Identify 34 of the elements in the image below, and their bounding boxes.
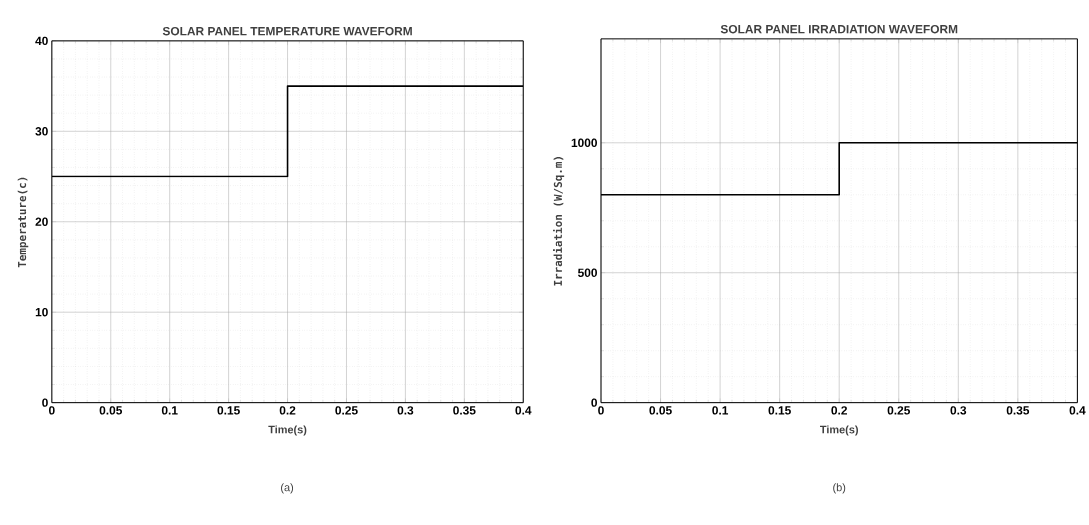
y-tick-label: 10 xyxy=(35,307,48,317)
x-tick-label: 0.3 xyxy=(950,406,967,415)
x-tick-label: 0.05 xyxy=(649,406,672,415)
text: (b) xyxy=(833,483,846,494)
chart-title: SOLAR PANEL TEMPERATURE WAVEFORM xyxy=(162,26,412,36)
y-tick-label: 30 xyxy=(35,126,48,136)
y-tick-label: 0 xyxy=(42,398,48,407)
x-tick-label: 0.3 xyxy=(397,406,414,415)
x-tick-label: 0.1 xyxy=(161,406,178,415)
x-tick-label: 0.15 xyxy=(217,406,240,415)
x-tick-label: 0.15 xyxy=(768,406,791,415)
x-axis-title: Time(s) xyxy=(268,425,307,436)
x-tick-label: 0.25 xyxy=(335,406,358,415)
y-tick-label: 20 xyxy=(35,217,48,226)
x-axis-title: Time(s) xyxy=(820,425,858,436)
x-tick-label: 0.4 xyxy=(515,406,532,415)
y-axis-title: Irradiation (W/Sq.m) xyxy=(553,156,565,286)
y-tick-label: 500 xyxy=(577,268,597,277)
x-tick-label: 0.2 xyxy=(831,406,848,415)
x-tick-label: 0.4 xyxy=(1069,406,1086,415)
x-tick-label: 0.35 xyxy=(453,406,476,415)
y-axis-title: Temperature(c) xyxy=(17,177,29,268)
y-tick-label: 1000 xyxy=(571,138,597,147)
text: (a) xyxy=(281,483,294,494)
x-tick-label: 0.25 xyxy=(887,406,911,415)
y-tick-label: 40 xyxy=(35,36,48,45)
x-tick-label: 0.2 xyxy=(279,406,296,415)
x-tick-label: 0.1 xyxy=(712,406,729,415)
chart-title: SOLAR PANEL IRRADIATION WAVEFORM xyxy=(720,24,958,34)
x-tick-label: 0.05 xyxy=(99,406,123,415)
x-tick-label: 0 xyxy=(598,406,604,415)
y-tick-label: 0 xyxy=(591,398,597,407)
x-tick-label: 0 xyxy=(49,406,55,415)
x-tick-label: 0.35 xyxy=(1006,406,1030,415)
